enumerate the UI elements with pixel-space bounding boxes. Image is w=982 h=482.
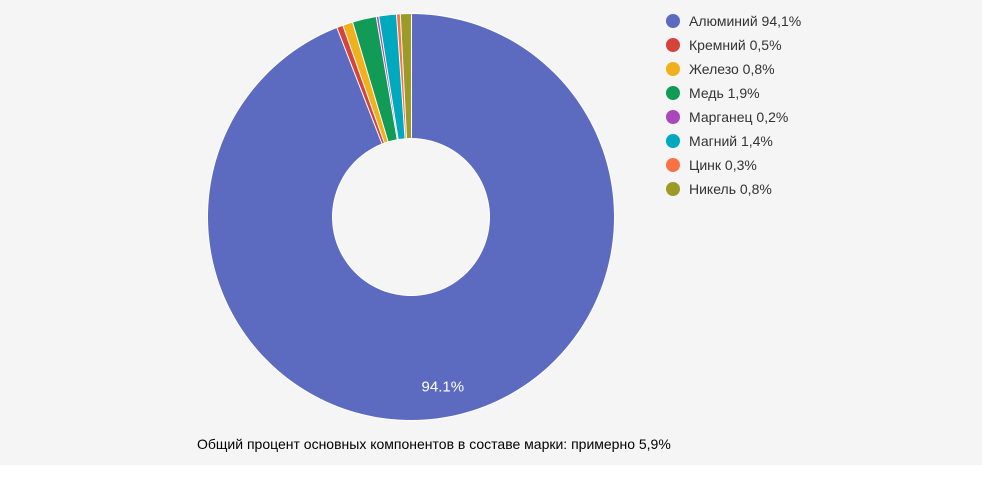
legend-swatch-icon <box>666 62 680 76</box>
legend-item-4: Медь 1,9% <box>666 82 801 104</box>
legend-item-5: Марганец 0,2% <box>666 106 801 128</box>
chart-caption: Общий процент основных компонентов в сос… <box>197 436 671 452</box>
legend-label: Марганец 0,2% <box>689 109 789 125</box>
legend-label: Медь 1,9% <box>689 85 760 101</box>
slice-value-label: 94.1% <box>422 379 465 396</box>
legend-swatch-icon <box>666 134 680 148</box>
legend-swatch-icon <box>666 14 680 28</box>
legend-item-3: Железо 0,8% <box>666 58 801 80</box>
legend-label: Железо 0,8% <box>689 61 775 77</box>
legend-label: Алюминий 94,1% <box>689 13 802 29</box>
legend-swatch-icon <box>666 86 680 100</box>
legend-swatch-icon <box>666 158 680 172</box>
legend-item-2: Кремний 0,5% <box>666 34 801 56</box>
donut-chart: 94.1% <box>207 12 615 421</box>
legend-label: Цинк 0,3% <box>689 157 757 173</box>
legend-item-8: Никель 0,8% <box>666 178 801 200</box>
legend-item-1: Алюминий 94,1% <box>666 10 801 32</box>
pie-slice-8[interactable] <box>399 12 412 140</box>
legend-swatch-icon <box>666 182 680 196</box>
legend-item-6: Магний 1,4% <box>666 130 801 152</box>
legend-label: Никель 0,8% <box>689 181 772 197</box>
legend: Алюминий 94,1% Кремний 0,5% Железо 0,8% Мед… <box>666 10 801 202</box>
legend-item-7: Цинк 0,3% <box>666 154 801 176</box>
footer-strip <box>0 465 982 482</box>
legend-swatch-icon <box>666 38 680 52</box>
pie-slice-1[interactable] <box>207 12 615 421</box>
legend-swatch-icon <box>666 110 680 124</box>
legend-label: Магний 1,4% <box>689 133 773 149</box>
legend-label: Кремний 0,5% <box>689 37 782 53</box>
